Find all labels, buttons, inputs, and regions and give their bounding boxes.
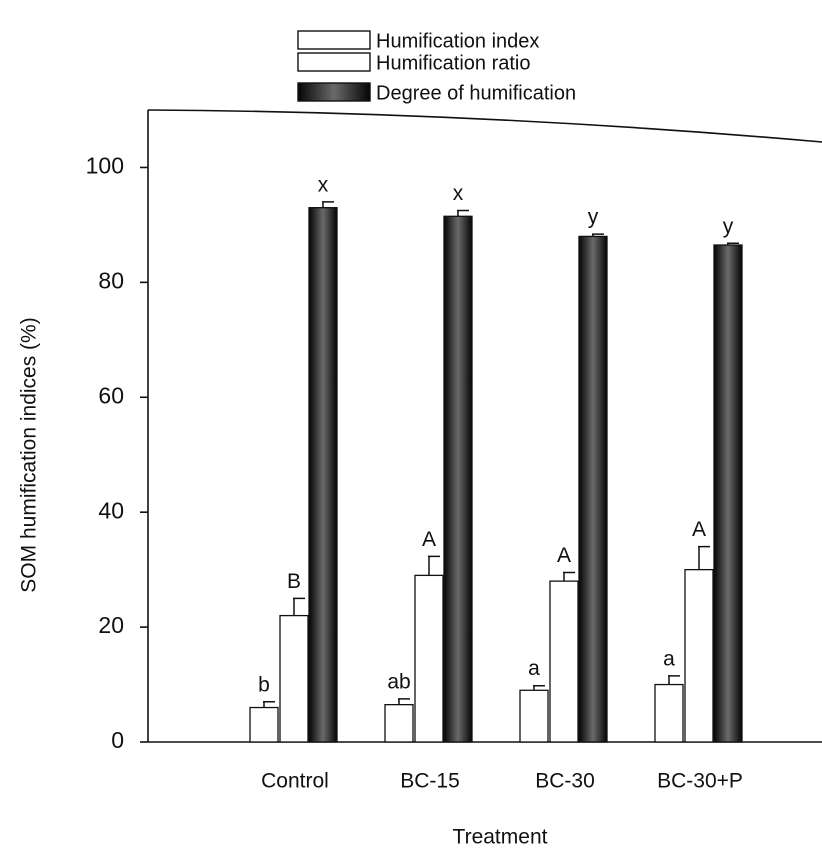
error-bar (533, 684, 545, 691)
error-bar (698, 545, 710, 570)
x-tick-label: BC-15 (400, 770, 460, 793)
bar (414, 574, 444, 743)
y-tick-label: 40 (98, 497, 124, 523)
legend-label: Humification ratio (376, 52, 531, 74)
significance-letter: A (692, 518, 706, 541)
legend-swatch (297, 82, 371, 102)
y-tick-label: 100 (86, 153, 124, 179)
bar (308, 207, 338, 743)
bar (684, 568, 714, 743)
error-bar (428, 555, 440, 576)
significance-letter: A (557, 544, 571, 567)
significance-letter: B (287, 570, 301, 593)
bar (578, 235, 608, 743)
y-tick-label: 60 (98, 382, 124, 408)
x-tick-label: Control (261, 770, 329, 793)
legend-swatch (297, 52, 371, 72)
bar (249, 706, 279, 743)
y-tick-label: 80 (98, 267, 124, 293)
bar (384, 704, 414, 743)
significance-letter: A (422, 528, 436, 551)
bar (654, 683, 684, 743)
significance-letter: a (663, 647, 675, 670)
error-bar (592, 233, 604, 237)
bar (443, 215, 473, 743)
frame-top (147, 109, 822, 143)
error-bar (457, 209, 469, 217)
significance-letter: b (258, 673, 270, 696)
x-tick-label: BC-30 (535, 770, 595, 793)
error-bar (293, 597, 305, 616)
significance-letter: y (723, 215, 734, 238)
error-bar (563, 571, 575, 582)
bar (549, 580, 579, 743)
legend-swatch (297, 30, 371, 50)
significance-letter: x (318, 173, 329, 196)
error-bar (263, 701, 275, 708)
significance-letter: a (528, 657, 540, 680)
significance-letter: x (453, 182, 464, 205)
bar (519, 689, 549, 743)
error-bar (668, 675, 680, 685)
bar (279, 614, 309, 743)
legend-label: Degree of humification (376, 82, 576, 104)
legend-label: Humification index (376, 30, 539, 52)
x-tick-label: BC-30+P (657, 770, 743, 793)
y-tick-label: 20 (98, 612, 124, 638)
bar (713, 244, 743, 743)
significance-letter: ab (387, 670, 410, 693)
significance-letter: y (588, 206, 599, 229)
x-axis-title: Treatment (453, 826, 548, 849)
y-tick-label: 0 (111, 727, 124, 753)
y-axis-title: SOM humification indices (%) (18, 317, 41, 592)
error-bar (322, 201, 334, 208)
error-bar (727, 242, 739, 246)
error-bar (398, 698, 410, 705)
